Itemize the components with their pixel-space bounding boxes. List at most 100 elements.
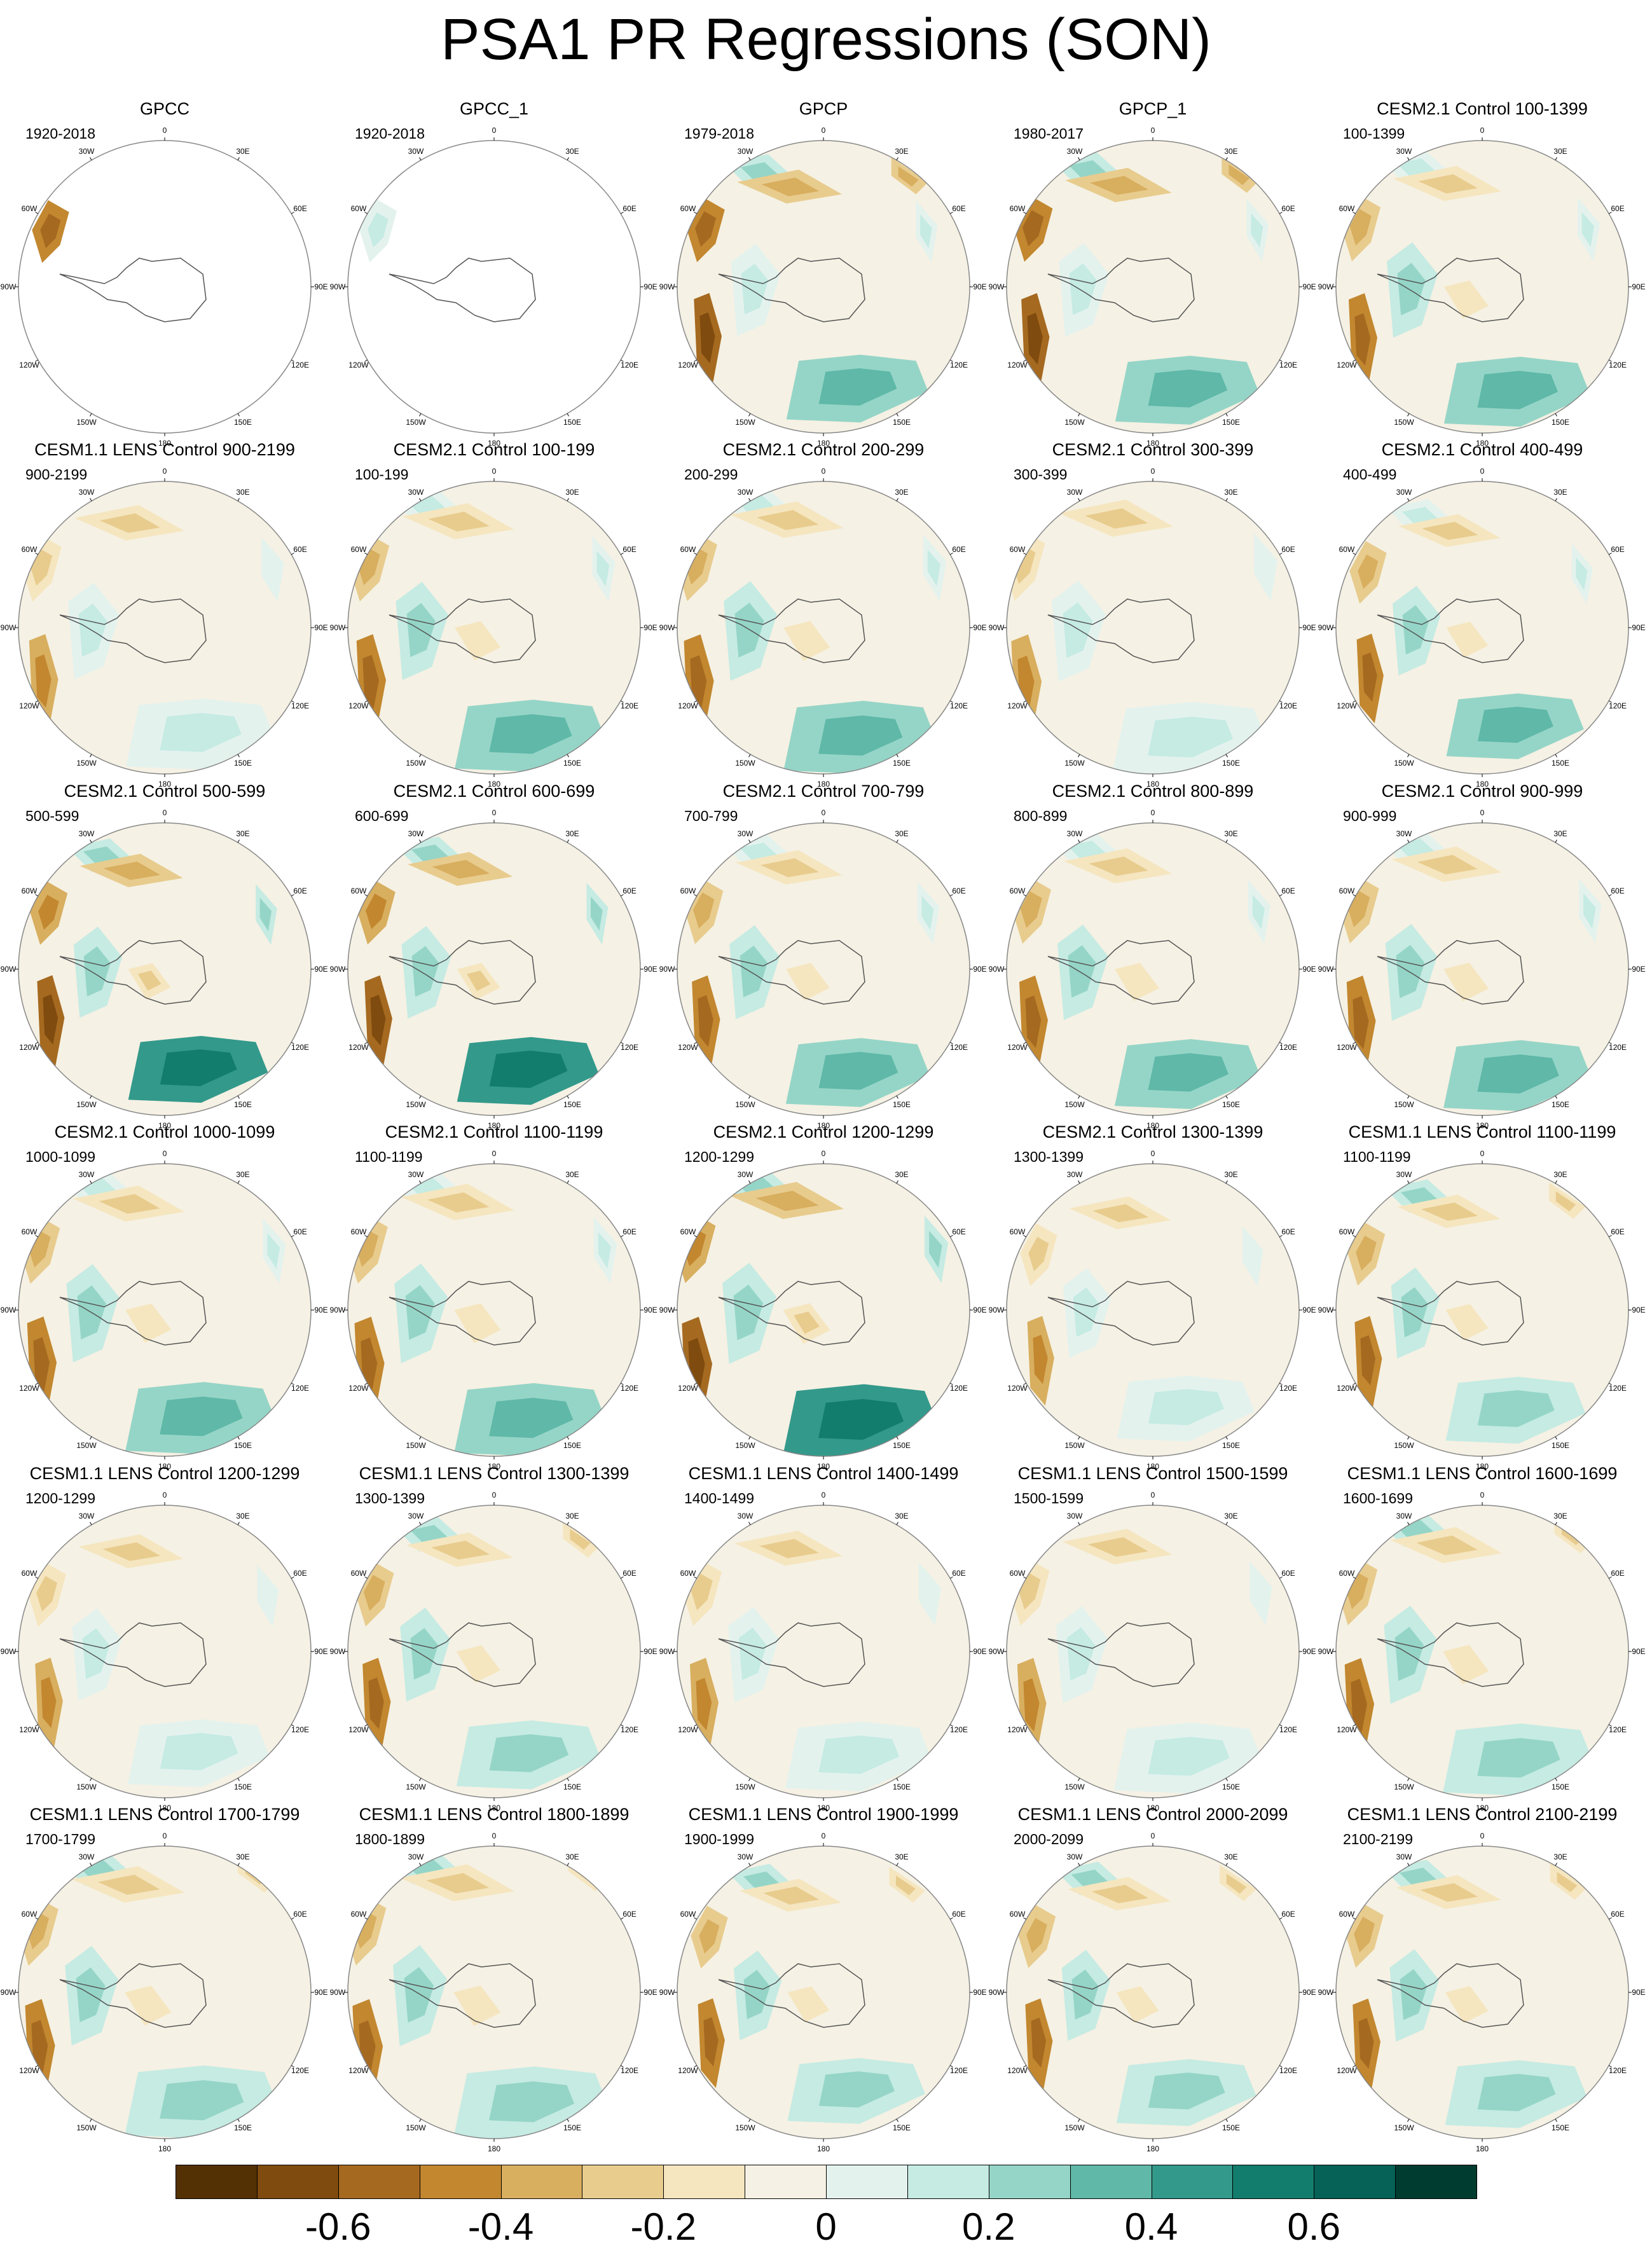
lon-label: 30E <box>1553 829 1567 838</box>
lon-tick <box>896 1095 898 1099</box>
lon-label: 30W <box>1067 488 1083 497</box>
lon-tick <box>1407 157 1410 161</box>
lon-label: 90W <box>1 1306 17 1314</box>
contour-core <box>410 1627 438 1680</box>
map-background <box>348 141 640 433</box>
lon-tick <box>1555 1095 1557 1099</box>
lon-label: 180 <box>1146 1803 1159 1812</box>
lon-label: 90W <box>989 965 1005 974</box>
lon-tick <box>567 1180 569 1184</box>
lon-label: 90W <box>1318 965 1334 974</box>
lon-tick <box>90 1180 92 1184</box>
lon-label: 150W <box>406 418 426 427</box>
lon-label: 60W <box>351 1910 367 1919</box>
lon-label: 60W <box>680 545 696 554</box>
lon-tick <box>90 839 92 843</box>
contour-core <box>1246 1239 1258 1273</box>
lon-label: 60E <box>1281 1910 1295 1919</box>
lon-label: 90W <box>659 1988 675 1997</box>
lon-tick <box>1555 157 1557 161</box>
lon-label: 90W <box>659 1306 675 1314</box>
contour-core <box>733 1285 764 1341</box>
panel-title: GPCC_1 <box>459 99 529 118</box>
contour-core <box>1148 2072 1225 2109</box>
contour-core <box>1420 1883 1478 1902</box>
contour-core <box>99 513 160 533</box>
contour-core <box>1416 1535 1478 1555</box>
contour-core <box>1068 945 1096 998</box>
lon-tick <box>1608 1383 1612 1385</box>
lon-tick <box>694 359 698 362</box>
lon-label: 90W <box>659 623 675 632</box>
map-background <box>18 481 311 774</box>
contour-core <box>1396 944 1425 998</box>
contour-core <box>818 1052 898 1090</box>
lon-label: 90E <box>973 623 986 632</box>
contour-core <box>1226 1873 1247 1894</box>
lon-label: 120E <box>621 2066 638 2075</box>
contour-layer <box>1017 1861 1256 2127</box>
lon-tick <box>1353 1042 1356 1044</box>
lon-label: 30W <box>79 1852 95 1861</box>
lon-label: 120E <box>950 361 968 369</box>
lon-label: 120E <box>1279 2066 1297 2075</box>
lon-label: 90W <box>330 1306 346 1314</box>
polar-map: 0 30E 60E 90E 120E 150E 180 150W 120W 90W 60W 30W <box>989 808 1316 1130</box>
contour-core <box>1351 1678 1367 1733</box>
map-panel: CESM1.1 LENS Control 2100-2199 2100-2199 0… <box>1318 1803 1647 2153</box>
colorbar-cell <box>1314 2165 1396 2199</box>
antarctica-coastline <box>59 1622 207 1687</box>
panel-period: 2000-2099 <box>1014 1831 1084 1847</box>
lon-label: 30W <box>408 488 424 497</box>
lon-tick <box>1225 1436 1228 1440</box>
contour-core <box>160 1396 243 1437</box>
lon-tick <box>35 2065 39 2067</box>
lon-tick <box>1555 754 1557 757</box>
contour-core <box>1148 1389 1224 1426</box>
antarctica-coastline <box>389 1622 536 1687</box>
lon-label: 180 <box>488 2144 500 2153</box>
lon-label: 150E <box>1222 2123 1240 2132</box>
lon-tick <box>1225 1095 1228 1099</box>
contour-core <box>1033 1335 1048 1384</box>
lon-tick <box>291 1724 294 1727</box>
lon-label: 90E <box>1302 1988 1316 1997</box>
lon-label: 90E <box>644 1647 657 1656</box>
polar-map: 0 30E 60E 90E 120E 150E 180 150W 120W 90W 60W 30W <box>989 126 1316 448</box>
contour-core <box>464 1994 490 2017</box>
panel-title: CESM2.1 Control 600-699 <box>393 782 595 801</box>
polar-map: 0 30E 60E 90E 120E 150E 180 150W 120W 90W 60W 30W <box>1 808 328 1130</box>
lon-tick <box>1407 498 1410 502</box>
lon-label: 180 <box>158 1121 171 1130</box>
lon-tick <box>237 2118 240 2122</box>
contour-core <box>1085 508 1148 529</box>
lon-label: 30W <box>408 147 424 156</box>
lon-tick <box>567 157 569 161</box>
contour-core <box>699 1919 720 1954</box>
antarctica-coastline <box>59 1963 207 2028</box>
contour-core <box>1477 371 1558 410</box>
lon-label: 180 <box>817 1462 830 1471</box>
lon-tick <box>1279 1235 1283 1238</box>
lon-tick <box>949 1042 953 1044</box>
lon-label: 120W <box>348 1384 369 1393</box>
colorbar-cell <box>176 2165 258 2199</box>
lon-label: 90E <box>314 1647 327 1656</box>
lon-tick <box>237 1863 240 1866</box>
lon-label: 60E <box>952 545 965 554</box>
lon-label: 120E <box>1609 2066 1627 2075</box>
panel-title: CESM1.1 LENS Control 1200-1299 <box>29 1464 300 1483</box>
contour-core <box>699 312 715 364</box>
contour-layer <box>1347 1179 1586 1444</box>
lon-label: 30W <box>1067 1852 1083 1861</box>
polar-map: 0 30E 60E 90E 120E 150E 180 150W 120W 90W 60W 30W <box>330 126 657 448</box>
contour-core <box>1422 521 1478 540</box>
lon-label: 0 <box>163 1831 167 1840</box>
colorbar-cell <box>663 2165 746 2199</box>
contour-core <box>1148 1053 1229 1092</box>
map-panel: CESM2.1 Control 100-199 100-199 0 30E 60E 90E… <box>329 439 659 789</box>
lon-label: 120W <box>678 361 698 369</box>
panel-period: 1900-1999 <box>684 1831 754 1847</box>
lon-label: 180 <box>488 1803 500 1812</box>
lon-tick <box>237 498 240 502</box>
